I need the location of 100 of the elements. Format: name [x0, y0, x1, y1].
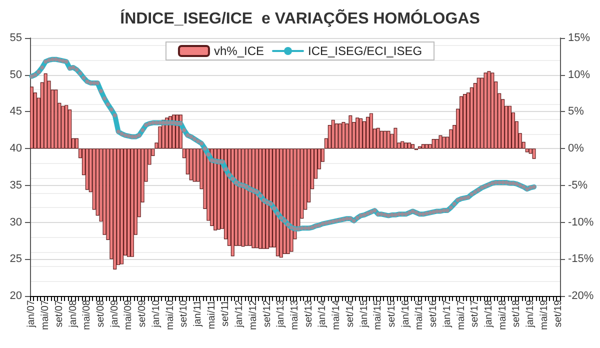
bar	[383, 130, 387, 149]
x-tick-label: mai/07	[40, 300, 52, 330]
x-tick-label: jan/15	[358, 300, 370, 328]
bar	[130, 148, 134, 257]
x-tick-label: jan/11	[192, 300, 204, 328]
bar	[508, 106, 512, 149]
bar	[460, 96, 464, 149]
x-tick-label: set/13	[303, 300, 314, 328]
y2-tick-label: -15%	[568, 253, 594, 266]
x-tick-label: mai/13	[290, 300, 300, 330]
x-tick-label: jan/13	[276, 300, 287, 328]
bar	[424, 144, 428, 149]
bar	[282, 148, 286, 254]
bar	[214, 148, 218, 230]
bar	[255, 148, 259, 248]
bar	[276, 148, 280, 256]
bar	[362, 121, 366, 149]
bar	[286, 148, 290, 254]
x-tick-label: set/08	[96, 300, 107, 328]
x-tick-label: set/10	[178, 300, 190, 328]
bar	[44, 73, 48, 149]
bar	[248, 148, 252, 246]
x-tick-label: mai/09	[123, 300, 134, 330]
bar	[116, 148, 120, 266]
bar	[380, 130, 384, 149]
x-tick-label: set/09	[137, 300, 148, 328]
x-tick-label: mai/12	[248, 300, 259, 330]
x-tick-label: mai/16	[414, 300, 426, 330]
bar	[244, 148, 248, 246]
x-tick-label: set/15	[386, 300, 398, 328]
x-tick-label: mai/10	[164, 300, 176, 330]
bar	[189, 148, 193, 180]
y-tick-label: 35	[10, 179, 22, 192]
x-tick-label: jan/16	[400, 300, 412, 328]
bar	[331, 120, 335, 149]
x-tick-label: mai/11	[206, 300, 218, 330]
bar	[279, 148, 283, 258]
x-tick-label: jan/12	[234, 300, 246, 328]
x-tick-label: mai/17	[456, 300, 467, 330]
bar	[342, 122, 346, 149]
bar	[334, 124, 338, 149]
x-tick-label: set/12	[262, 300, 273, 328]
bar	[238, 148, 242, 246]
bar	[356, 118, 360, 149]
bar	[64, 105, 68, 149]
bar	[476, 78, 480, 149]
bar	[54, 90, 58, 149]
bar	[75, 138, 78, 149]
bar	[449, 129, 453, 149]
x-tick-label: set/16	[428, 300, 440, 328]
bar	[487, 71, 491, 149]
x-tick-label: set/19	[552, 300, 564, 328]
y2-tick-label: -5%	[568, 179, 588, 192]
bar	[348, 115, 352, 149]
bar	[258, 148, 262, 249]
bar	[30, 86, 34, 149]
bar	[394, 128, 398, 149]
y2-tick-label: 5%	[568, 106, 584, 118]
bar	[532, 148, 536, 159]
y2-tick-label: -20%	[568, 290, 594, 302]
bar	[376, 128, 380, 149]
legend-label: vh%_ICE	[214, 44, 264, 58]
bar	[463, 94, 466, 149]
y-tick-label: 45	[10, 106, 22, 118]
x-tick-label: jan/17	[442, 300, 453, 328]
bar	[217, 148, 221, 230]
bar	[85, 148, 89, 190]
bar	[359, 118, 363, 149]
bar	[438, 135, 442, 149]
x-tick-label: mai/18	[497, 300, 508, 330]
y-tick-label: 40	[10, 142, 22, 155]
bar	[421, 144, 425, 149]
bar	[432, 138, 436, 149]
bar	[252, 148, 256, 248]
y2-tick-label: 10%	[568, 68, 590, 81]
y2-tick-label: 15%	[568, 32, 590, 44]
bar	[366, 116, 370, 149]
chart-title: ÍNDICE_ISEG/ICE e VARIAÇÕES HOMÓLOGAS	[120, 8, 480, 28]
x-tick-label: jan/08	[68, 300, 79, 328]
x-tick-label: mai/14	[331, 300, 342, 330]
bar	[400, 141, 404, 149]
y-tick-label: 20	[10, 290, 22, 302]
y-tick-label: 55	[10, 32, 22, 44]
bar	[230, 148, 234, 256]
bar	[113, 148, 117, 270]
x-tick-label: set/14	[344, 300, 356, 328]
x-tick-label: jan/19	[525, 300, 536, 328]
bar	[266, 148, 270, 249]
bar	[470, 87, 474, 149]
y2-tick-label: 0%	[568, 142, 584, 155]
x-tick-label: set/18	[511, 300, 522, 328]
bar	[269, 148, 272, 248]
bar	[120, 148, 124, 264]
x-tick-label: jan/18	[483, 300, 494, 328]
x-tick-label: jan/07	[26, 300, 38, 328]
bar	[126, 148, 130, 257]
x-tick-label: mai/15	[372, 300, 384, 330]
bar	[408, 142, 412, 149]
x-tick-label: jan/09	[109, 300, 120, 328]
x-tick-label: set/07	[54, 300, 65, 328]
